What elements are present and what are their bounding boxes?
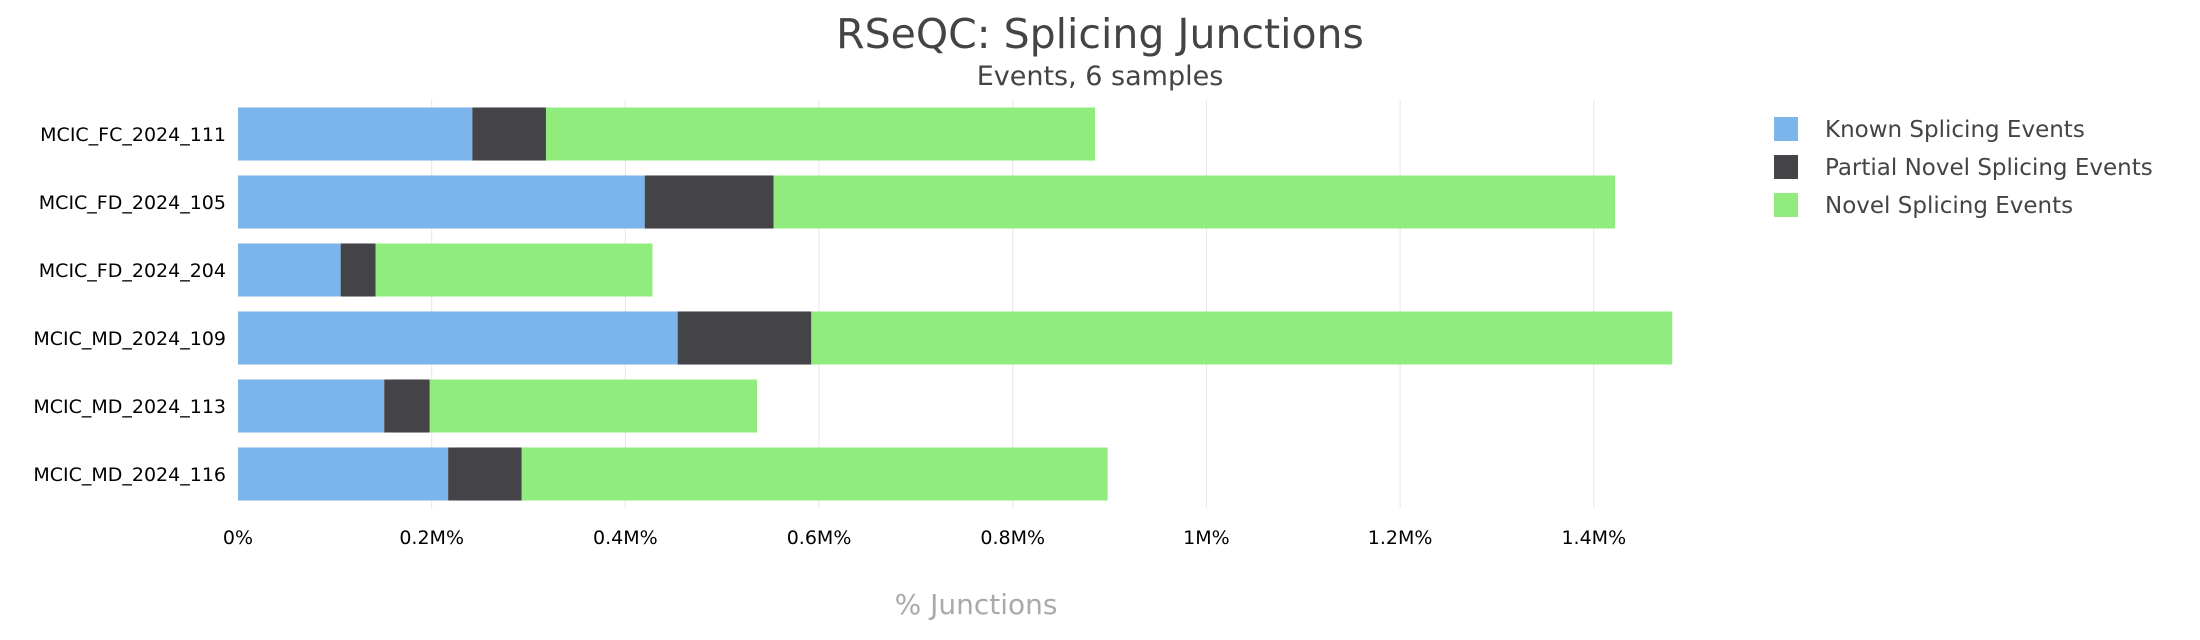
x-tick-label: 1.2M% xyxy=(1368,527,1433,549)
bar-segment[interactable] xyxy=(773,175,1616,229)
bar-segment[interactable] xyxy=(545,107,1096,161)
x-tick-label: 1.4M% xyxy=(1561,527,1626,549)
legend: Known Splicing Events Partial Novel Splic… xyxy=(1774,117,2153,219)
bar-segment[interactable] xyxy=(472,107,546,161)
x-tick-label: 0% xyxy=(223,527,253,549)
bar-segment[interactable] xyxy=(238,311,678,365)
y-tick-label: MCIC_MD_2024_116 xyxy=(33,464,226,486)
bar-segment[interactable] xyxy=(238,379,385,433)
legend-swatch[interactable] xyxy=(1774,155,1798,179)
y-tick-label: MCIC_MD_2024_109 xyxy=(33,328,226,350)
legend-swatch[interactable] xyxy=(1774,193,1798,217)
bar-segment[interactable] xyxy=(238,175,645,229)
x-axis-labels: 0% 0.2M% 0.4M% 0.6M% 0.8M% 1M% 1.2M% 1.4M% xyxy=(223,527,1626,549)
x-tick-label: 0.6M% xyxy=(787,527,852,549)
bar-segment[interactable] xyxy=(429,379,758,433)
x-tick-label: 1M% xyxy=(1183,527,1230,549)
legend-label[interactable]: Known Splicing Events xyxy=(1825,117,2085,143)
legend-label[interactable]: Partial Novel Splicing Events xyxy=(1825,155,2153,181)
x-tick-label: 0.4M% xyxy=(593,527,658,549)
y-tick-label: MCIC_FD_2024_204 xyxy=(39,260,226,282)
chart-title: RSeQC: Splicing Junctions xyxy=(836,10,1364,58)
bar-segment[interactable] xyxy=(238,447,449,501)
bar-segment[interactable] xyxy=(340,243,376,297)
y-tick-label: MCIC_MD_2024_113 xyxy=(33,396,226,418)
y-tick-label: MCIC_FD_2024_105 xyxy=(39,192,226,214)
legend-label[interactable]: Novel Splicing Events xyxy=(1825,193,2073,219)
chart-subtitle: Events, 6 samples xyxy=(977,61,1224,92)
bar-segment[interactable] xyxy=(375,243,653,297)
bar-segment[interactable] xyxy=(644,175,774,229)
y-tick-label: MCIC_FC_2024_111 xyxy=(40,124,226,146)
x-tick-label: 0.2M% xyxy=(399,527,464,549)
bars-layer xyxy=(238,107,1673,501)
bar-segment[interactable] xyxy=(677,311,812,365)
x-axis-title: % Junctions xyxy=(895,588,1058,621)
legend-swatch[interactable] xyxy=(1774,117,1798,141)
x-tick-label: 0.8M% xyxy=(980,527,1045,549)
bar-segment[interactable] xyxy=(448,447,522,501)
bar-segment[interactable] xyxy=(238,243,341,297)
bar-segment[interactable] xyxy=(811,311,1673,365)
y-axis-labels: MCIC_FC_2024_111 MCIC_FD_2024_105 MCIC_FD_… xyxy=(33,124,226,486)
bar-segment[interactable] xyxy=(238,107,473,161)
grid-layer xyxy=(431,100,1595,508)
bar-segment[interactable] xyxy=(384,379,430,433)
bar-segment[interactable] xyxy=(521,447,1108,501)
